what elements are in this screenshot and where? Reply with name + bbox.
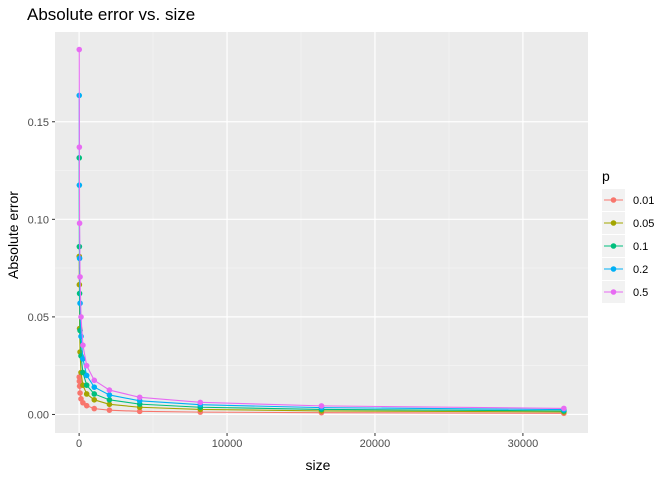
grid-major — [55, 32, 588, 433]
legend-label: 0.01 — [633, 195, 654, 207]
data-point — [77, 300, 83, 307]
legend-item-0.05: 0.05 — [602, 212, 654, 234]
data-point — [91, 391, 98, 397]
legend: p 0.01 0.05 0.1 0.2 0.5 — [602, 168, 654, 303]
y-axis: 0.00 0.05 0.10 0.15 — [28, 117, 55, 421]
x-tick-label: 20000 — [360, 438, 391, 450]
y-tick-label: 0.00 — [28, 409, 49, 421]
x-axis-title: size — [306, 457, 331, 473]
data-point — [83, 372, 90, 379]
data-point — [91, 405, 98, 412]
legend-key-point — [610, 266, 617, 272]
data-point — [80, 369, 86, 376]
data-point — [80, 342, 86, 348]
x-axis: 0 10000 20000 30000 — [76, 433, 538, 450]
data-point — [76, 144, 83, 150]
series-0.5 — [76, 46, 567, 412]
data-point — [197, 399, 204, 406]
data-point — [136, 408, 143, 415]
series-layer — [76, 46, 567, 417]
legend-key-point — [610, 243, 617, 249]
data-point — [83, 362, 90, 369]
legend-label: 0.1 — [633, 241, 648, 253]
chart-title: Absolute error vs. size — [27, 5, 195, 24]
data-point — [76, 46, 83, 53]
x-tick-label: 0 — [76, 438, 82, 450]
data-point — [83, 391, 90, 397]
data-point — [561, 405, 567, 412]
y-tick-label: 0.05 — [28, 312, 49, 324]
legend-label: 0.2 — [633, 264, 648, 276]
data-point — [78, 314, 84, 320]
data-point — [77, 274, 83, 280]
legend-item-0.2: 0.2 — [602, 258, 648, 280]
y-tick-label: 0.10 — [28, 214, 49, 226]
data-point — [318, 403, 325, 409]
legend-title: p — [602, 168, 610, 184]
legend-label: 0.05 — [633, 218, 654, 230]
data-point — [106, 407, 113, 413]
legend-key-point — [610, 220, 617, 226]
grid-minor — [55, 32, 588, 433]
data-point — [106, 401, 113, 408]
data-point — [91, 384, 98, 390]
legend-key-point — [610, 197, 617, 203]
legend-item-0.01: 0.01 — [602, 189, 654, 211]
x-tick-label: 30000 — [508, 438, 539, 450]
data-point — [91, 377, 98, 384]
data-point — [91, 397, 98, 403]
data-point — [106, 392, 113, 398]
legend-label: 0.5 — [633, 287, 648, 299]
data-point — [77, 390, 83, 396]
data-point — [80, 399, 86, 406]
data-point — [83, 402, 90, 409]
data-point — [106, 387, 113, 393]
data-point — [76, 220, 83, 227]
data-point — [76, 374, 83, 380]
y-tick-label: 0.15 — [28, 117, 49, 129]
x-tick-label: 10000 — [212, 438, 243, 450]
data-point — [80, 356, 86, 362]
data-point — [136, 394, 143, 401]
legend-item-0.5: 0.5 — [602, 281, 648, 303]
y-axis-title: Absolute error — [5, 191, 21, 279]
data-point — [76, 378, 83, 385]
legend-item-0.1: 0.1 — [602, 235, 648, 257]
plot-panel — [55, 32, 588, 433]
legend-key-point — [610, 289, 617, 295]
data-point — [83, 382, 90, 388]
data-point — [106, 397, 113, 403]
